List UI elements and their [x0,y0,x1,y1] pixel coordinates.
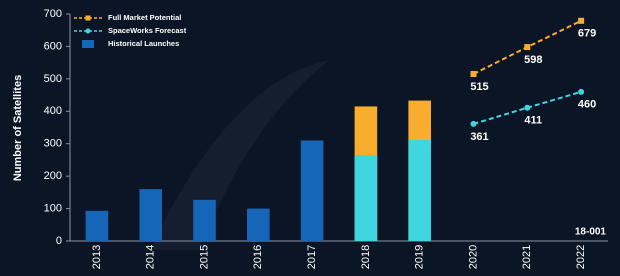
data-label: 411 [524,115,542,127]
x-tick-label: 2013 [91,245,103,269]
legend-label: Historical Launches [108,39,179,48]
marker [470,120,477,127]
y-tick-label: 200 [44,170,62,182]
bar [408,139,431,241]
y-tick-label: 600 [44,40,62,52]
data-label: 361 [470,131,488,143]
y-axis-title: Number of Satellites [12,75,24,181]
y-tick-label: 100 [44,202,62,214]
marker [524,104,531,111]
legend-label: SpaceWorks Forecast [108,26,187,35]
bar [193,199,216,241]
legend-swatch [82,40,94,48]
y-tick-label: 700 [44,8,62,20]
legend-marker [85,15,91,21]
x-tick-label: 2022 [575,245,587,269]
marker [578,17,585,24]
data-label: 598 [524,54,542,66]
legend-marker [85,28,91,34]
bar [139,189,162,241]
x-tick-label: 2015 [198,245,210,269]
y-tick-label: 500 [44,73,62,85]
bar [300,140,324,241]
y-tick-label: 0 [56,235,62,247]
x-tick-label: 2017 [306,245,318,269]
x-tick-label: 2016 [252,245,264,269]
y-tick-label: 400 [44,105,62,117]
data-label: 515 [470,81,488,93]
data-label: 460 [578,99,596,111]
note: 18-001 [575,227,607,238]
marker [578,88,585,95]
x-tick-label: 2014 [145,245,157,269]
x-tick-label: 2018 [360,245,372,269]
marker [524,44,531,51]
bar [85,210,109,241]
x-tick-label: 2019 [414,245,426,269]
bar [354,155,378,241]
legend-label: Full Market Potential [108,13,181,22]
x-tick-label: 2021 [521,245,533,269]
y-tick-label: 300 [44,138,62,150]
x-tick-label: 2020 [467,245,479,269]
marker [470,70,477,77]
bar [247,208,270,241]
data-label: 679 [578,28,596,40]
